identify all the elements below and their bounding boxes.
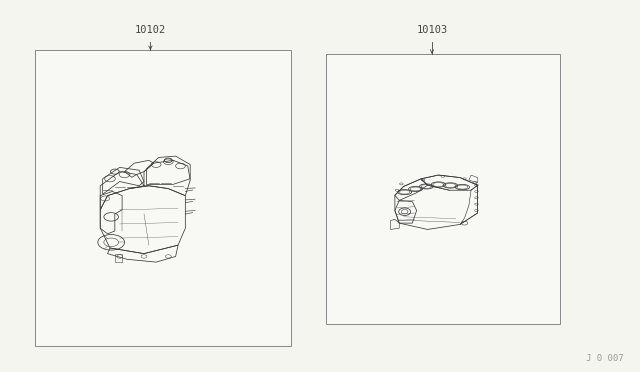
Bar (35, 50, 291, 346)
Bar (326, 54, 560, 324)
Text: J 0 007: J 0 007 (586, 354, 624, 363)
Text: 10103: 10103 (417, 25, 447, 35)
Text: 10102: 10102 (135, 25, 166, 35)
